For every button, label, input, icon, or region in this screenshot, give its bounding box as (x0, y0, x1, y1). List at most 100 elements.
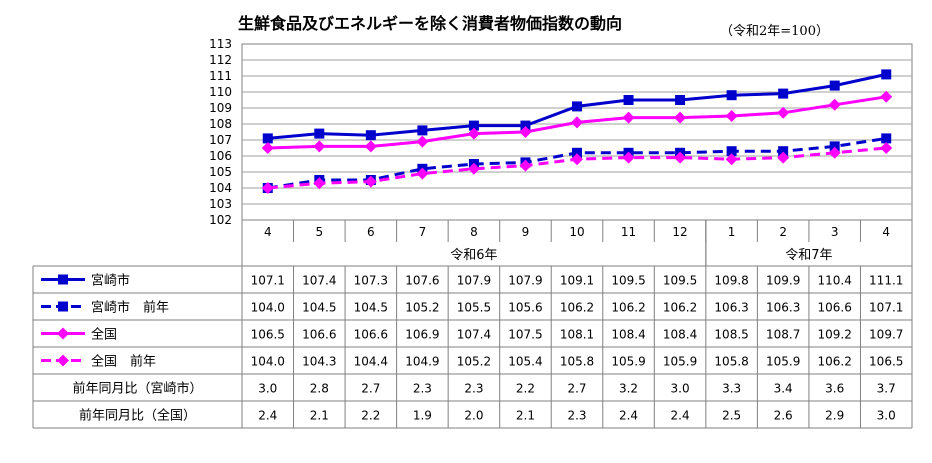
data-label: 107.1 (251, 274, 285, 288)
data-label: 1.9 (413, 409, 432, 423)
data-point (777, 151, 790, 164)
data-label: 104.0 (251, 301, 285, 315)
data-label: 2.9 (825, 409, 844, 423)
data-label: 105.9 (766, 355, 800, 369)
data-label: 107.9 (508, 274, 542, 288)
data-label: 2.8 (310, 382, 329, 396)
data-label: 104.3 (302, 355, 336, 369)
data-label: 108.7 (766, 328, 800, 342)
x-tick-label: 8 (470, 225, 478, 239)
data-label: 105.5 (457, 301, 491, 315)
data-point (880, 90, 893, 103)
data-label: 105.9 (611, 355, 645, 369)
y-tick-label: 107 (209, 133, 232, 147)
data-label: 2.6 (774, 409, 793, 423)
x-tick-label: 5 (315, 225, 323, 239)
data-label: 106.2 (818, 355, 852, 369)
data-label: 3.0 (258, 382, 277, 396)
x-tick-label: 10 (569, 225, 584, 239)
data-label: 106.6 (354, 328, 388, 342)
data-label: 3.0 (877, 409, 896, 423)
data-label: 2.4 (258, 409, 277, 423)
data-point (726, 90, 737, 101)
data-label: 109.7 (869, 328, 903, 342)
data-point (881, 133, 892, 144)
y-tick-label: 106 (209, 149, 232, 163)
y-tick-label: 111 (209, 69, 232, 83)
data-point (880, 142, 893, 154)
data-label: 2.4 (671, 409, 690, 423)
y-tick-label: 110 (209, 85, 232, 99)
data-label: 105.2 (457, 355, 491, 369)
data-label: 106.6 (818, 301, 852, 315)
data-label: 108.5 (714, 328, 748, 342)
y-tick-label: 113 (209, 37, 232, 51)
data-label: 3.2 (619, 382, 638, 396)
data-label: 3.6 (825, 382, 844, 396)
data-label: 104.0 (251, 355, 285, 369)
y-tick-label: 112 (209, 53, 232, 67)
data-point (416, 135, 429, 148)
x-tick-label: 4 (882, 225, 890, 239)
data-label: 107.9 (457, 274, 491, 288)
legend-label: 全国 (91, 327, 117, 343)
y-tick-label: 109 (209, 101, 232, 115)
data-label: 106.3 (714, 301, 748, 315)
data-label: 109.9 (766, 274, 800, 288)
data-point (829, 80, 840, 91)
legend-marker (57, 327, 69, 340)
data-label: 104.5 (354, 301, 388, 315)
data-point (364, 140, 377, 153)
data-label: 106.2 (663, 301, 697, 315)
data-point (674, 151, 687, 164)
data-label: 110.4 (818, 274, 852, 288)
x-tick-label: 4 (264, 225, 272, 239)
data-point (622, 111, 635, 124)
data-point (623, 95, 634, 105)
data-point (572, 101, 582, 112)
data-label: 107.6 (405, 274, 439, 288)
data-point (571, 116, 583, 129)
y-tick-label: 105 (209, 165, 232, 179)
legend-label: 宮崎市 前年 (91, 300, 169, 316)
data-label: 2.3 (413, 382, 432, 396)
x-tick-label: 12 (672, 225, 687, 239)
data-label: 2.0 (464, 409, 483, 423)
data-label: 2.1 (516, 409, 535, 423)
legend-marker (58, 301, 68, 312)
data-point (572, 147, 582, 158)
data-label: 3.3 (722, 382, 741, 396)
data-label: 109.5 (663, 274, 697, 288)
plot-area (241, 43, 913, 221)
row-label: 前年同月比（宮崎市） (72, 381, 202, 397)
year-group-label: 令和6年 (450, 248, 497, 263)
x-tick-label: 1 (728, 225, 736, 239)
row-label: 前年同月比（全国） (79, 408, 196, 424)
data-label: 107.4 (302, 274, 336, 288)
data-point (313, 140, 326, 153)
data-point (829, 141, 840, 152)
data-label: 2.1 (310, 409, 329, 423)
data-label: 109.8 (714, 274, 748, 288)
data-label: 3.4 (774, 382, 793, 396)
data-label: 109.1 (560, 274, 594, 288)
chart-title: 生鮮食品及びエネルギーを除く消費者物価指数の動向 (238, 14, 623, 33)
legend-marker (57, 354, 69, 367)
data-label: 109.2 (818, 328, 852, 342)
data-label: 105.2 (405, 301, 439, 315)
data-point (571, 153, 583, 166)
data-point (313, 177, 326, 190)
data-point (675, 95, 686, 105)
x-tick-label: 11 (621, 225, 636, 239)
data-label: 2.4 (619, 409, 638, 423)
data-label: 2.2 (516, 382, 535, 396)
data-label: 106.6 (302, 328, 336, 342)
data-label: 111.1 (869, 274, 903, 288)
data-label: 106.2 (560, 301, 594, 315)
legend-marker (58, 274, 68, 285)
data-point (365, 130, 376, 141)
data-point (262, 133, 273, 144)
data-point (364, 175, 377, 188)
data-label: 106.5 (869, 355, 903, 369)
